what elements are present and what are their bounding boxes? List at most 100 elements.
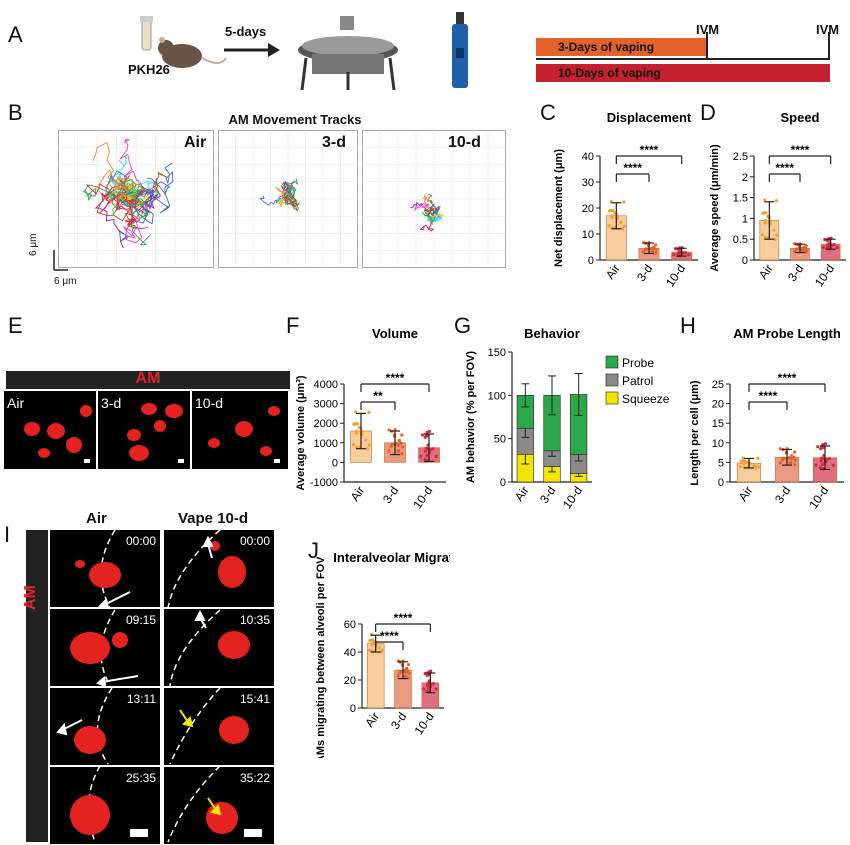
significance-label: **** <box>778 371 797 385</box>
y-tick-label: 1 <box>742 213 748 225</box>
y-tick-label: 10 <box>582 229 594 241</box>
track-line <box>425 211 443 218</box>
y-tick-label: 30 <box>582 177 594 189</box>
x-tick-label: 10-d <box>663 262 688 290</box>
track-line <box>97 169 144 200</box>
y-axis-label: Length per cell (μm) <box>689 380 701 485</box>
x-tick-label: 3-d <box>772 484 793 506</box>
panel-label-b: B <box>8 100 23 125</box>
mouse-icon <box>140 16 227 68</box>
panel-label-e: E <box>8 313 23 338</box>
significance-label: **** <box>775 161 794 175</box>
track-line <box>427 205 440 216</box>
track-line <box>423 194 431 214</box>
track-line <box>96 184 141 222</box>
y-axis-label: % AMs migrating between alveoli per FOV <box>315 556 327 758</box>
panel-i-side-label: AM <box>22 585 39 610</box>
y-tick-label: 20 <box>344 675 356 687</box>
significance-label: **** <box>791 143 810 157</box>
frame-timestamp: 13:11 <box>126 692 156 706</box>
am-cells <box>24 403 280 461</box>
track-line <box>280 178 299 200</box>
x-tick-label: Air <box>362 710 382 730</box>
y-axis-label: Average volume (μm³) <box>295 375 307 490</box>
y-tick-label: 0 <box>718 477 724 489</box>
frame-timestamp: 00:00 <box>239 534 270 548</box>
right-arrow-icon <box>224 43 280 57</box>
chart-title: AM Probe Length <box>733 326 841 341</box>
vape-device-icon <box>452 12 468 88</box>
vaping-chamber-icon <box>298 16 398 91</box>
chart-title: Speed <box>780 110 819 125</box>
y-tick-label: 40 <box>582 151 594 163</box>
y-tick-label: 0 <box>350 703 356 715</box>
x-tick-label: Air <box>736 484 756 504</box>
chart-displacement: Displacement 0 10 20 30 40 Net displacement (μ… <box>553 110 698 290</box>
track-line <box>282 191 297 204</box>
track-line <box>287 198 300 212</box>
legend-label: Patrol <box>622 374 653 388</box>
track-label-air: Air <box>184 134 207 151</box>
track-line <box>427 211 444 222</box>
track-line <box>275 186 289 202</box>
pkh26-label: PKH26 <box>128 62 170 77</box>
chart-title: Displacement <box>607 110 692 125</box>
significance-label: **** <box>394 611 413 625</box>
y-tick-label: 1.5 <box>733 193 748 205</box>
y-tick-label: 150 <box>488 347 506 359</box>
frame-timestamp: 10:35 <box>239 613 270 627</box>
chart-behavior: Behavior 0 50 100 150 AM behavior (% per FOV)… <box>465 326 670 511</box>
y-tick-label: 20 <box>582 203 594 215</box>
y-tick-label: 15 <box>712 418 724 430</box>
track-label-10d: 10-d <box>448 134 481 151</box>
y-tick-label: 2000 <box>314 418 338 430</box>
y-tick-label: 0 <box>500 477 506 489</box>
legend-swatch <box>605 391 619 405</box>
x-tick-label: 3-d <box>380 484 401 506</box>
legend-label: Probe <box>622 356 654 370</box>
track-line <box>116 178 146 207</box>
x-tick-label: Air <box>603 262 623 282</box>
bar-3-days-label: 3-Days of vaping <box>558 40 655 54</box>
track-line <box>135 162 174 200</box>
legend-swatch <box>605 373 619 387</box>
track-label-3d: 3-d <box>322 134 346 151</box>
legend-label: Squeeze <box>622 392 670 406</box>
y-tick-label: 2 <box>742 172 748 184</box>
movement-tracks <box>58 130 506 268</box>
col-air-header: Air <box>86 510 107 527</box>
track-line <box>123 196 149 244</box>
y-tick-label: 0.5 <box>733 234 748 246</box>
y-axis-label: AM behavior (% per FOV) <box>465 351 477 483</box>
bar-10-days-label: 10-Days of vaping <box>558 66 661 80</box>
chart-speed: Speed 0 0.5 1 1.5 2 2.5 Average speed (μm/min) A… <box>709 110 846 290</box>
chart-probe-length: AM Probe Length 0 5 10 15 20 25 Length per cell… <box>689 326 844 512</box>
track-line <box>130 196 151 246</box>
significance-label: **** <box>380 629 399 643</box>
panel-label-a: A <box>8 22 23 47</box>
x-tick-label: 3-d <box>537 484 558 506</box>
x-tick-label: 10-d <box>812 262 837 290</box>
x-tick-label: 10-d <box>412 710 437 738</box>
am-header: AM <box>135 370 161 387</box>
legend-swatch <box>605 355 619 369</box>
track-line <box>118 198 154 242</box>
significance-label: ** <box>373 389 383 403</box>
x-tick-label: 10-d <box>806 484 831 512</box>
x-tick-label: 3-d <box>634 262 655 284</box>
track-line <box>113 189 144 226</box>
y-tick-label: -1000 <box>310 477 338 489</box>
bar-10-days: 10-Days of vaping <box>536 64 830 82</box>
chart-migration: Interalveolar Migration 0 20 40 60 % AMs migr… <box>315 550 450 758</box>
y-tick-label: 0 <box>588 255 594 267</box>
significance-label: **** <box>759 389 778 403</box>
panel-label-j: J <box>308 538 319 563</box>
col-vape-header: Vape 10-d <box>178 510 249 527</box>
vape-frame-2: 15:41 <box>164 688 274 765</box>
frame-timestamp: 25:35 <box>125 771 156 785</box>
panel-label-g: G <box>454 313 472 338</box>
y-tick-label: 0 <box>742 255 748 267</box>
ivm-label-1: IVM <box>696 22 720 37</box>
x-tick-label: 3-d <box>785 262 806 284</box>
panel-label-i: I <box>4 522 11 547</box>
